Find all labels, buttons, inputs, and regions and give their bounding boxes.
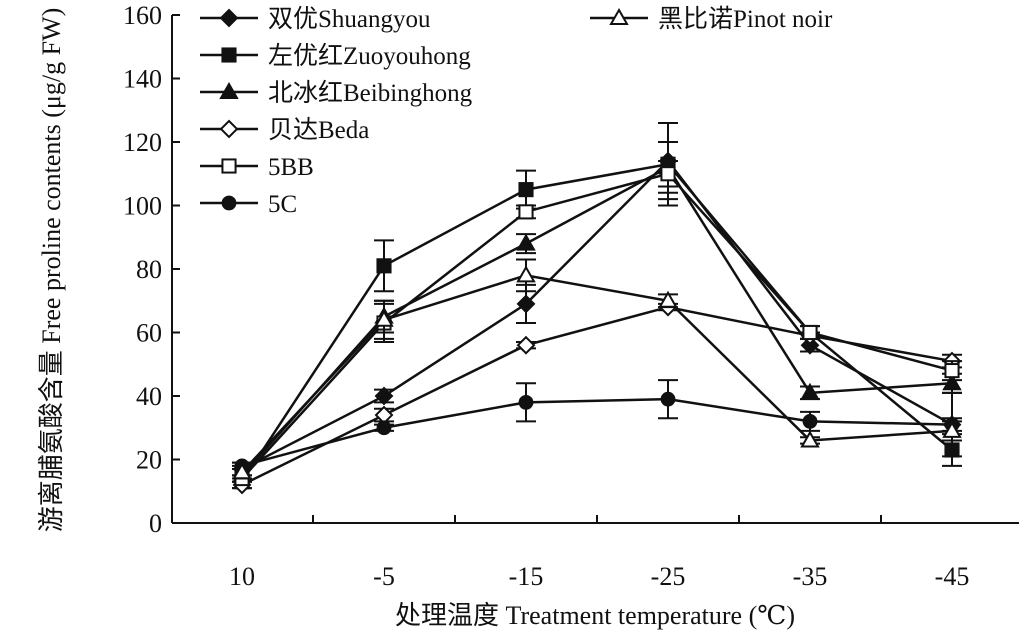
data-point (944, 442, 960, 458)
x-tick-label: -45 (935, 562, 970, 591)
legend-entry: 贝达Beda (200, 116, 369, 144)
legend-marker (221, 195, 237, 211)
legend-entry: 黑比诺Pinot noir (590, 5, 833, 33)
legend-label: 双优Shuangyou (268, 5, 431, 33)
data-point (516, 265, 536, 283)
x-tick-label: -5 (373, 562, 395, 591)
series-7 (232, 258, 962, 480)
legend-entry: 5BB (200, 154, 314, 181)
legend-marker (221, 47, 237, 63)
data-point (802, 324, 818, 341)
x-tick-label: -15 (509, 562, 544, 591)
series-line (241, 165, 953, 477)
series-line (241, 159, 953, 471)
legend: 双优Shuangyou 左优红Zuoyouhong 北冰红Beibinghong 贝达… (200, 5, 833, 218)
y-tick-label: 160 (123, 1, 162, 30)
x-axis-label: 处理温度 Treatment temperature (℃) (395, 601, 795, 630)
legend-label: 左优红Zuoyouhong (268, 42, 471, 70)
legend-marker (609, 7, 629, 25)
data-point (802, 414, 818, 429)
legend-label: 黑比诺Pinot noir (658, 5, 833, 33)
y-tick-label: 60 (136, 319, 162, 348)
x-tick-label: 10 (229, 562, 255, 591)
data-point (374, 386, 394, 406)
data-point (518, 182, 534, 198)
legend-entry: 左优红Zuoyouhong (200, 42, 471, 70)
data-point (516, 335, 536, 355)
data-point (944, 363, 960, 379)
data-point (942, 373, 962, 391)
data-point (660, 391, 676, 407)
legend-label: 5BB (268, 154, 314, 181)
series-6 (232, 379, 962, 474)
legend-entry: 北冰红Beibinghong (200, 79, 473, 107)
series-2 (232, 121, 962, 490)
data-point (518, 204, 534, 220)
legend-marker (219, 81, 239, 99)
data-point (942, 420, 962, 438)
data-point (232, 462, 252, 480)
legend-label: 北冰红Beibinghong (268, 79, 473, 107)
series-line (241, 397, 953, 468)
data-point (800, 382, 820, 400)
series-line (240, 162, 953, 483)
data-point (376, 420, 392, 436)
data-point (800, 335, 820, 355)
y-tick-label: 0 (149, 509, 162, 538)
data-point (518, 394, 534, 410)
legend-marker (221, 158, 237, 174)
x-tick-label: -35 (793, 562, 828, 591)
y-tick-label: 40 (136, 382, 162, 411)
data-point (660, 166, 676, 182)
y-tick-label: 140 (123, 65, 162, 94)
series-line (241, 305, 953, 487)
series-line (241, 274, 953, 474)
y-tick-label: 120 (123, 128, 162, 157)
data-point (516, 233, 536, 251)
data-point (516, 294, 536, 314)
legend-entry: 双优Shuangyou (200, 5, 431, 33)
series-group (232, 121, 962, 495)
y-tick-label: 20 (136, 446, 162, 475)
series-line (241, 172, 953, 480)
y-tick-label: 100 (123, 192, 162, 221)
data-point (658, 290, 678, 308)
legend-label: 贝达Beda (268, 116, 369, 144)
legend-label: 5C (268, 191, 297, 218)
y-axis-label: 游离脯氨酸含量 Free proline contents (μg/g FW) (37, 8, 66, 532)
legend-entry: 5C (200, 191, 297, 218)
y-tick-label: 80 (136, 255, 162, 284)
data-point (374, 309, 394, 327)
data-point (376, 258, 392, 274)
axes: 0 20 40 60 80 100 120 140 160 10 -5 -15 -25 -35 -45 (123, 1, 1019, 591)
legend-marker (219, 8, 239, 28)
legend-marker (219, 119, 239, 139)
x-tick-label: -25 (651, 562, 686, 591)
data-point (800, 430, 820, 448)
